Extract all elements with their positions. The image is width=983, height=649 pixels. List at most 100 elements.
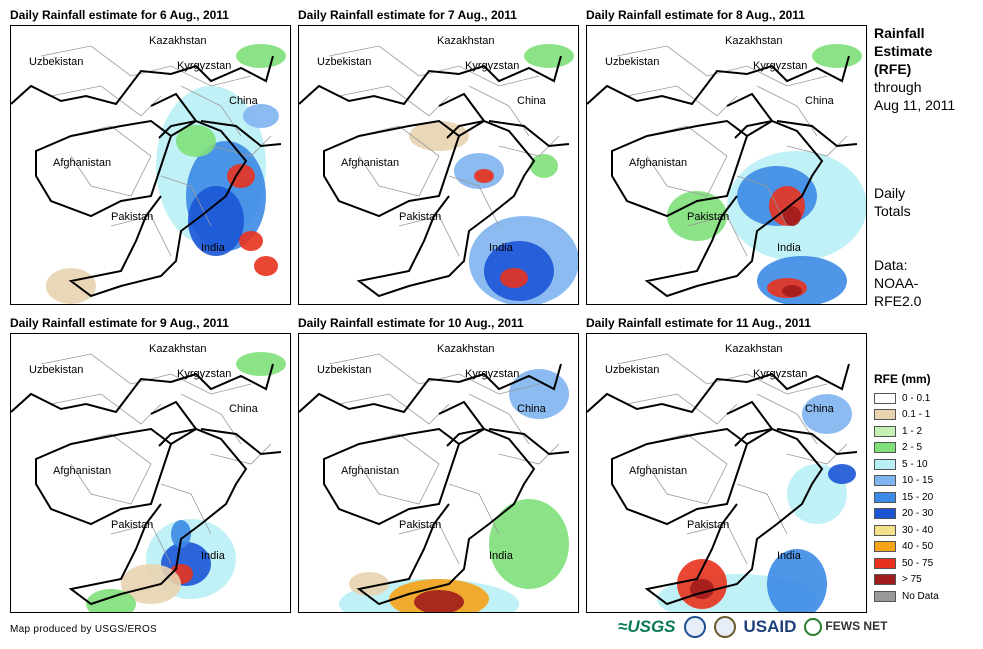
legend-swatch	[874, 392, 896, 404]
country-label-india: India	[201, 242, 225, 254]
map-graphic	[299, 44, 578, 304]
legend-swatch	[874, 541, 896, 553]
side-daily-block: Daily Totals	[874, 184, 911, 220]
legend-swatch	[874, 524, 896, 536]
rainfall-area	[509, 369, 569, 419]
country-boundaries	[11, 363, 282, 606]
legend-item: 50 - 75	[874, 555, 939, 572]
country-boundaries	[299, 55, 570, 298]
legend-label: 20 - 30	[902, 508, 934, 520]
country-label-kazakhstan: Kazakhstan	[437, 35, 495, 47]
legend-label: 30 - 40	[902, 524, 934, 536]
rainfall-area	[767, 549, 827, 612]
country-label-pakistan: Pakistan	[687, 211, 730, 223]
usaid-logo: USAID	[743, 617, 797, 636]
country-label-china: China	[229, 403, 258, 415]
rainfall-map: Kazakhstan Uzbekistan Kyrgyzstan China Afgha…	[10, 25, 291, 305]
legend: RFE (mm) 0 - 0.1 0.1 - 1 1 - 2 2 - 5 5 - 10 1…	[874, 372, 939, 605]
country-label-china: China	[805, 403, 834, 415]
country-label-uzbekistan: Uzbekistan	[317, 364, 372, 376]
footer-credit: Map produced by USGS/EROS	[10, 624, 158, 635]
country-boundaries	[299, 363, 570, 606]
map-graphic	[587, 44, 866, 304]
legend-swatch	[874, 590, 896, 602]
country-label-india: India	[489, 550, 513, 562]
legend-label: 0 - 0.1	[902, 392, 931, 404]
legend-swatch	[874, 442, 896, 454]
rainfall-map: Kazakhstan Uzbekistan Kyrgyzstan China Afgha…	[298, 25, 579, 305]
rainfall-area	[757, 256, 847, 304]
country-label-pakistan: Pakistan	[111, 519, 154, 531]
legend-swatch	[874, 508, 896, 520]
fews-net-logo: FEWS NET	[804, 618, 887, 636]
legend-swatch	[874, 425, 896, 437]
rainfall-map: Kazakhstan Uzbekistan Kyrgyzstan China Afgha…	[10, 333, 291, 613]
country-label-kyrgyzstan: Kyrgyzstan	[177, 60, 232, 72]
rainfall-area	[236, 44, 286, 68]
rainfall-area	[236, 352, 286, 376]
rainfall-area	[86, 589, 136, 612]
country-label-kazakhstan: Kazakhstan	[725, 343, 783, 355]
side-daily-line1: Daily	[874, 185, 906, 201]
country-label-china: China	[517, 403, 546, 415]
country-label-afghanistan: Afghanistan	[629, 157, 688, 169]
panel-title: Daily Rainfall estimate for 6 Aug., 2011	[10, 8, 229, 22]
side-title-block: Rainfall Estimate (RFE) through Aug 11, …	[874, 24, 955, 114]
country-label-china: China	[229, 95, 258, 107]
country-label-uzbekistan: Uzbekistan	[29, 56, 84, 68]
panel-title: Daily Rainfall estimate for 11 Aug., 201…	[586, 316, 811, 330]
map-panel: Daily Rainfall estimate for 11 Aug., 201…	[586, 316, 867, 613]
legend-label: No Data	[902, 590, 939, 602]
panel-title: Daily Rainfall estimate for 8 Aug., 2011	[586, 8, 805, 22]
country-label-kyrgyzstan: Kyrgyzstan	[753, 60, 808, 72]
rainfall-area	[782, 285, 802, 297]
legend-title: RFE (mm)	[874, 372, 931, 386]
rainfall-area	[46, 268, 96, 304]
country-label-afghanistan: Afghanistan	[629, 465, 688, 477]
panel-title: Daily Rainfall estimate for 7 Aug., 2011	[298, 8, 517, 22]
panel-title: Daily Rainfall estimate for 9 Aug., 2011	[10, 316, 229, 330]
usgs-logo: ≈USGS	[618, 617, 676, 636]
side-daily-line2: Totals	[874, 203, 911, 219]
map-graphic	[11, 44, 286, 304]
rainfall-area	[409, 121, 469, 151]
country-label-kyrgyzstan: Kyrgyzstan	[177, 368, 232, 380]
map-panel: Daily Rainfall estimate for 10 Aug., 201…	[298, 316, 579, 613]
rainfall-area	[667, 191, 727, 241]
rainfall-area	[524, 44, 574, 68]
country-label-kyrgyzstan: Kyrgyzstan	[465, 368, 520, 380]
country-label-afghanistan: Afghanistan	[53, 465, 112, 477]
rainfall-area	[474, 169, 494, 183]
legend-label: 1 - 2	[902, 425, 923, 437]
country-label-china: China	[517, 95, 546, 107]
legend-label: 0.1 - 1	[902, 409, 931, 421]
legend-item: 0 - 0.1	[874, 390, 939, 407]
fews-net-label: FEWS NET	[825, 619, 888, 634]
country-label-pakistan: Pakistan	[399, 211, 442, 223]
country-label-afghanistan: Afghanistan	[341, 465, 400, 477]
rainfall-area	[802, 394, 852, 434]
rainfall-map: Kazakhstan Uzbekistan Kyrgyzstan China Afgha…	[586, 25, 867, 305]
legend-item: 5 - 10	[874, 456, 939, 473]
map-graphic	[299, 353, 570, 612]
country-label-kazakhstan: Kazakhstan	[149, 343, 207, 355]
map-graphic	[11, 352, 286, 612]
side-title-line1: Rainfall	[874, 25, 925, 41]
country-label-uzbekistan: Uzbekistan	[605, 364, 660, 376]
map-panel: Daily Rainfall estimate for 8 Aug., 2011…	[586, 8, 867, 305]
legend-label: > 75	[902, 574, 922, 586]
side-data-line1: Data:	[874, 257, 908, 273]
side-title-line3: (RFE)	[874, 61, 912, 77]
legend-swatch	[874, 491, 896, 503]
legend-label: 10 - 15	[902, 475, 934, 487]
map-panel: Daily Rainfall estimate for 6 Aug., 2011…	[10, 8, 291, 305]
country-label-afghanistan: Afghanistan	[341, 157, 400, 169]
side-date: Aug 11, 2011	[874, 97, 956, 113]
country-label-pakistan: Pakistan	[399, 519, 442, 531]
legend-item: 40 - 50	[874, 539, 939, 556]
rainfall-area	[530, 154, 558, 178]
country-label-uzbekistan: Uzbekistan	[605, 56, 660, 68]
country-label-india: India	[201, 550, 225, 562]
rainfall-area	[176, 125, 216, 157]
legend-label: 15 - 20	[902, 491, 934, 503]
